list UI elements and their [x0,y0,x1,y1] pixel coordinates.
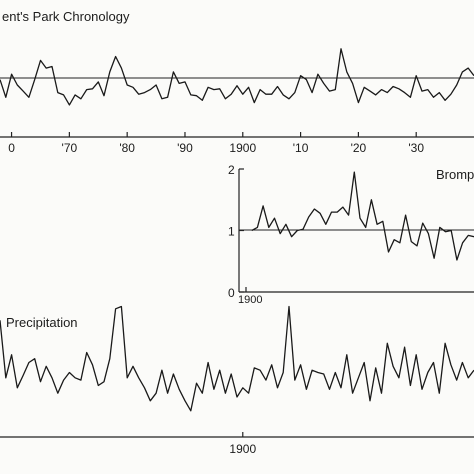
chart-title-regents-park: ent's Park Chronology [2,9,130,24]
y-ticks-bromp [239,168,244,293]
x-tick-label: '20 [351,141,367,155]
x-tick-labels-precipitation: 1900 [229,442,256,456]
series-line-bromp [251,171,474,261]
y-tick-labels-bromp: 2 1 0 [228,163,235,300]
chart-title-bromp: Bromp [436,167,474,182]
chart-regents-park: ent's Park Chronology 0 '70 '80 '90 1900 '10 '… [0,9,474,155]
x-tick-label: '10 [293,141,309,155]
x-tick-labels-bromp: 1900 [238,294,262,306]
x-tick-label: '70 [62,141,78,155]
chart-precipitation: Precipitation 1900 [0,305,474,456]
x-tick-labels-regents-park: 0 '70 '80 '90 1900 '10 '20 '30 [8,141,424,155]
y-tick-label: 0 [228,286,235,300]
x-tick-label: '30 [408,141,424,155]
chart-title-precipitation: Precipitation [6,315,78,330]
x-tick-label: 0 [8,141,15,155]
chart-bromp: Bromp 2 1 0 1900 [228,163,474,306]
x-tick-label: '90 [177,141,193,155]
x-tick-label: '80 [119,141,135,155]
x-ticks-regents-park [10,132,417,137]
x-tick-label: 1900 [229,442,256,456]
x-tick-label: 1900 [238,294,262,306]
series-line-precipitation [0,305,474,412]
y-tick-label: 2 [228,163,235,177]
series-line-regents-park [0,48,474,106]
x-tick-label: 1900 [229,141,256,155]
y-tick-label: 1 [228,225,235,239]
